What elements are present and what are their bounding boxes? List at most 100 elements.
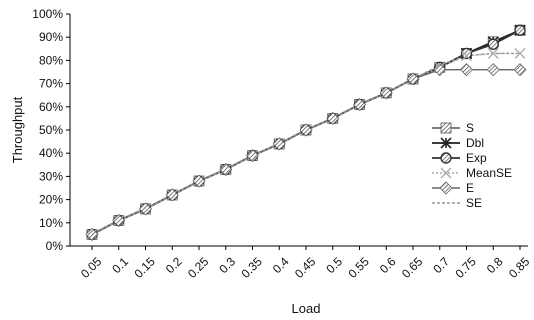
data-point-e [406, 72, 420, 86]
data-point-e-shape [326, 111, 340, 125]
data-point-e-shape [165, 188, 179, 202]
data-point-e [138, 202, 153, 216]
y-tick-label: 80% [39, 53, 63, 67]
x-axis-ticks: 0.05 0.1 0.15 0.2 0.25 0.3 0.35 0.4 0.45 0.5 0.55 0… [78, 246, 533, 281]
data-point-e-shape [486, 63, 500, 77]
x-tick-label: 0.15 [131, 254, 158, 281]
data-point-meanse [461, 50, 472, 62]
data-point-e-shape [272, 137, 286, 151]
series-line-se [91, 52, 520, 236]
data-point-e-shape [459, 63, 474, 77]
legend-item-meanse: MeanSE [432, 166, 512, 180]
data-point-exp-shape [514, 24, 526, 36]
x-tick-label: 0.75 [452, 254, 479, 281]
legend-label: Exp [466, 151, 487, 165]
data-point-e-shape [299, 123, 313, 137]
x-tick-label: 0.25 [185, 254, 212, 281]
y-tick-label: 40% [39, 146, 63, 160]
data-point-e [112, 213, 126, 228]
y-tick-label: 0% [46, 239, 64, 253]
x-tick-label: 0.85 [506, 254, 533, 281]
x-axis-label: Load [292, 301, 321, 316]
legend-item-s: S [432, 121, 474, 135]
data-point-e [352, 97, 367, 112]
x-tick-label: 0.35 [238, 254, 265, 281]
data-point-meanse [514, 47, 526, 59]
x-tick-label: 0.3 [216, 254, 238, 276]
legend-marker-stroke [440, 137, 452, 149]
data-point-meanse-stroke [514, 47, 526, 59]
data-point-e-shape [245, 148, 260, 163]
legend-marker [440, 137, 452, 149]
data-point-e-shape [513, 63, 527, 77]
data-point-e [272, 137, 286, 151]
data-point-e-shape [138, 202, 153, 216]
series-line-meanse [91, 52, 520, 236]
data-point-e [245, 148, 260, 163]
y-tick-label: 70% [39, 77, 63, 91]
legend-marker-shape [440, 122, 452, 134]
data-point-exp [460, 47, 473, 60]
data-point-meanse-stroke [487, 47, 499, 59]
legend-label: E [466, 181, 474, 195]
x-tick-label: 0.6 [377, 254, 399, 276]
legend-label: Dbl [466, 136, 484, 150]
legend-marker-shape [439, 181, 453, 195]
data-point-e [459, 63, 474, 77]
x-tick-label: 0.55 [345, 254, 372, 281]
series-line-e [91, 68, 520, 236]
legend-item-dbl: Dbl [432, 136, 484, 150]
legend-marker [440, 122, 452, 134]
x-tick-label: 0.4 [270, 254, 292, 276]
data-point-exp-shape [487, 38, 499, 50]
legend-marker [440, 152, 452, 164]
data-point-e [85, 227, 99, 241]
y-axis-ticks: 0% 10% 20% 30% 40% 50% 60% 70% 80% 90% 100% [32, 7, 70, 253]
data-point-e-shape [433, 63, 447, 77]
data-point-e-shape [192, 174, 206, 188]
data-point-meanse [487, 47, 499, 59]
legend-item-e: E [432, 181, 474, 195]
data-point-e [165, 188, 179, 202]
data-point-exp-shape [460, 47, 473, 60]
x-tick-label: 0.7 [430, 254, 452, 276]
data-point-e-shape [112, 213, 126, 228]
y-tick-label: 30% [39, 169, 63, 183]
y-axis-label: Throughput [10, 96, 25, 163]
data-point-e-shape [406, 72, 420, 86]
legend-item-se: SE [432, 196, 482, 210]
legend-marker-stroke [440, 167, 452, 179]
data-point-e-shape [85, 227, 99, 241]
data-point-e [299, 123, 313, 137]
data-point-e [192, 174, 206, 188]
series-markers [85, 24, 527, 241]
x-tick-label: 0.8 [484, 254, 506, 276]
data-point-e [219, 162, 233, 177]
data-point-e-shape [352, 97, 367, 112]
x-tick-label: 0.45 [292, 254, 319, 281]
data-point-e [326, 111, 340, 125]
data-point-e-shape [219, 162, 233, 177]
data-point-e [486, 63, 500, 77]
x-tick-label: 0.1 [109, 254, 131, 276]
x-tick-label: 0.5 [323, 254, 345, 276]
legend-label: S [466, 121, 474, 135]
data-point-e [513, 63, 527, 77]
plot-area: 0%10%20%30%40%50%60%70%80%90%100% 0.05 0.… [32, 7, 532, 281]
y-tick-label: 60% [39, 100, 63, 114]
y-tick-label: 20% [39, 193, 63, 207]
data-point-e-shape [379, 86, 393, 100]
legend-marker [439, 181, 453, 195]
y-tick-label: 90% [39, 30, 63, 44]
legend-label: MeanSE [466, 166, 512, 180]
data-point-meanse-stroke [461, 50, 472, 62]
x-tick-label: 0.2 [163, 254, 185, 276]
y-tick-label: 50% [39, 123, 63, 137]
legend-label: SE [466, 196, 482, 210]
y-tick-label: 10% [39, 216, 63, 230]
legend-item-exp: Exp [432, 151, 487, 165]
data-point-exp [514, 24, 526, 36]
legend-marker-shape [440, 152, 452, 164]
